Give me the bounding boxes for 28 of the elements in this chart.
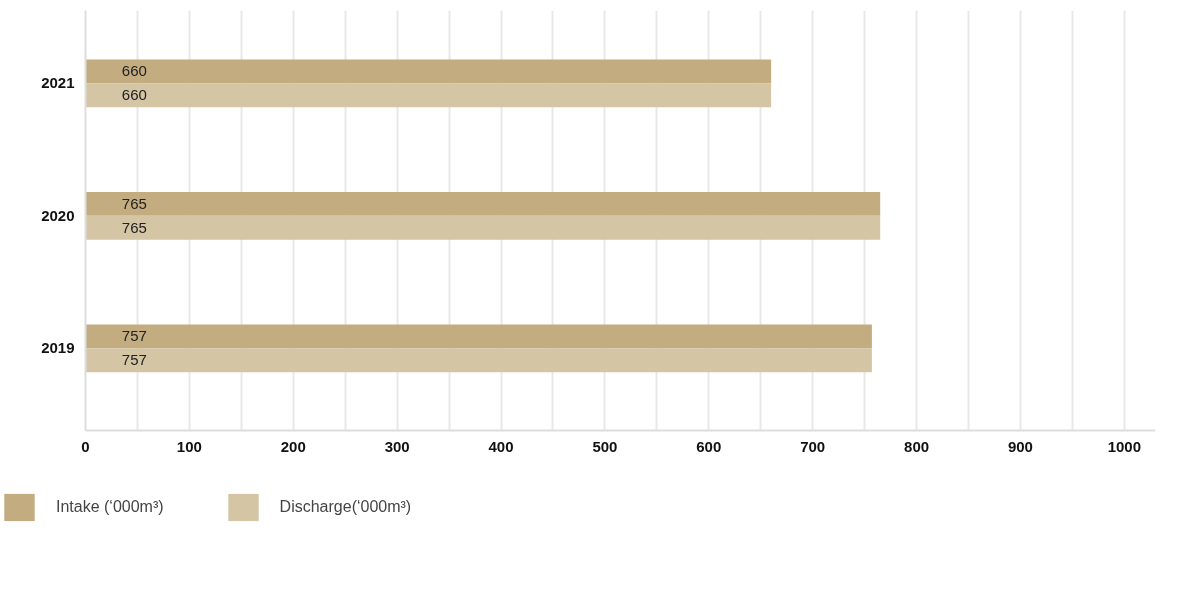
data-label: 757 <box>121 351 147 369</box>
data-label: 660 <box>121 86 147 104</box>
x-tick-label: 200 <box>280 437 306 455</box>
x-tick-label: 400 <box>488 437 514 455</box>
data-label: 765 <box>121 194 147 212</box>
x-tick-label: 1000 <box>1107 437 1142 455</box>
x-tick-label: 500 <box>592 437 618 455</box>
bar <box>85 324 872 349</box>
data-label: 757 <box>121 327 147 345</box>
x-tick-label: 0 <box>81 437 90 455</box>
x-tick-label: 700 <box>800 437 826 455</box>
y-tick-label: 2020 <box>41 206 75 224</box>
bar <box>85 59 772 84</box>
x-tick-label: 800 <box>904 437 930 455</box>
y-tick-label: 2019 <box>41 339 75 357</box>
y-tick-label: 2021 <box>41 74 75 92</box>
legend-label: Discharge(‘000m³) <box>279 498 412 516</box>
legend-label: Intake (‘000m³) <box>56 498 164 516</box>
x-tick-label: 600 <box>696 437 722 455</box>
x-tick-label: 100 <box>176 437 202 455</box>
x-tick-label: 900 <box>1007 437 1033 455</box>
bar <box>85 192 881 216</box>
bar <box>85 83 772 108</box>
bar <box>85 348 872 373</box>
data-label: 765 <box>121 218 147 236</box>
x-tick-label: 300 <box>384 437 410 455</box>
data-label: 660 <box>121 62 147 80</box>
bar <box>85 215 881 240</box>
